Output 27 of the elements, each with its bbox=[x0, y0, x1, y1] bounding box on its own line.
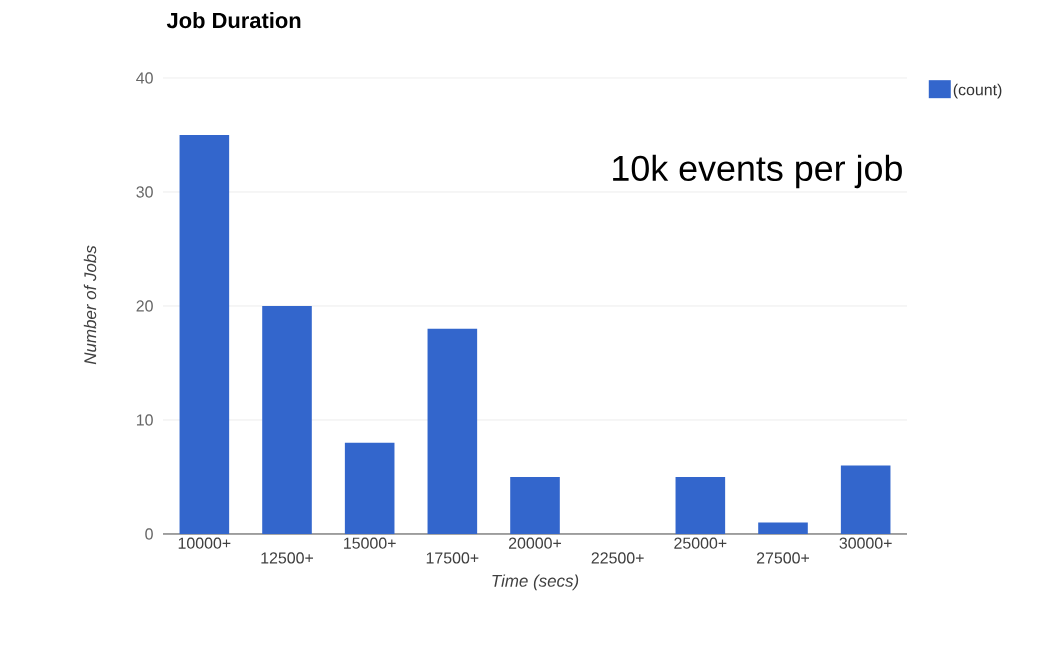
bar bbox=[675, 476, 726, 534]
bar bbox=[840, 465, 891, 534]
y-tick-label: 40 bbox=[136, 72, 153, 84]
y-tick-label: 0 bbox=[145, 528, 153, 540]
x-axis-title: Time (secs) bbox=[492, 574, 579, 591]
x-tick-label: 25000+ bbox=[674, 537, 727, 549]
chart-title: Job Duration bbox=[166, 12, 301, 29]
x-tick-label: 12500+ bbox=[261, 552, 314, 564]
x-tick-label: 17500+ bbox=[426, 552, 479, 564]
bar bbox=[758, 522, 808, 534]
y-axis-title: Number of Jobs bbox=[83, 245, 97, 365]
bar bbox=[262, 305, 312, 534]
bar bbox=[510, 476, 560, 534]
legend-label: (count) bbox=[953, 83, 1002, 99]
bar bbox=[427, 328, 478, 534]
bar bbox=[344, 442, 395, 534]
x-tick-label: 22500+ bbox=[591, 552, 644, 564]
bar bbox=[179, 134, 230, 534]
y-tick-label: 10 bbox=[136, 414, 153, 426]
y-tick-label: 30 bbox=[136, 186, 153, 198]
y-tick-label: 20 bbox=[136, 300, 153, 312]
x-tick-label: 15000+ bbox=[344, 537, 396, 549]
x-tick-label: 30000+ bbox=[839, 537, 892, 549]
x-tick-label: 20000+ bbox=[508, 537, 562, 549]
x-tick-label: 10000+ bbox=[178, 537, 231, 549]
annotation: 10k events per job bbox=[613, 154, 902, 189]
x-tick-label: 27500+ bbox=[756, 552, 810, 564]
